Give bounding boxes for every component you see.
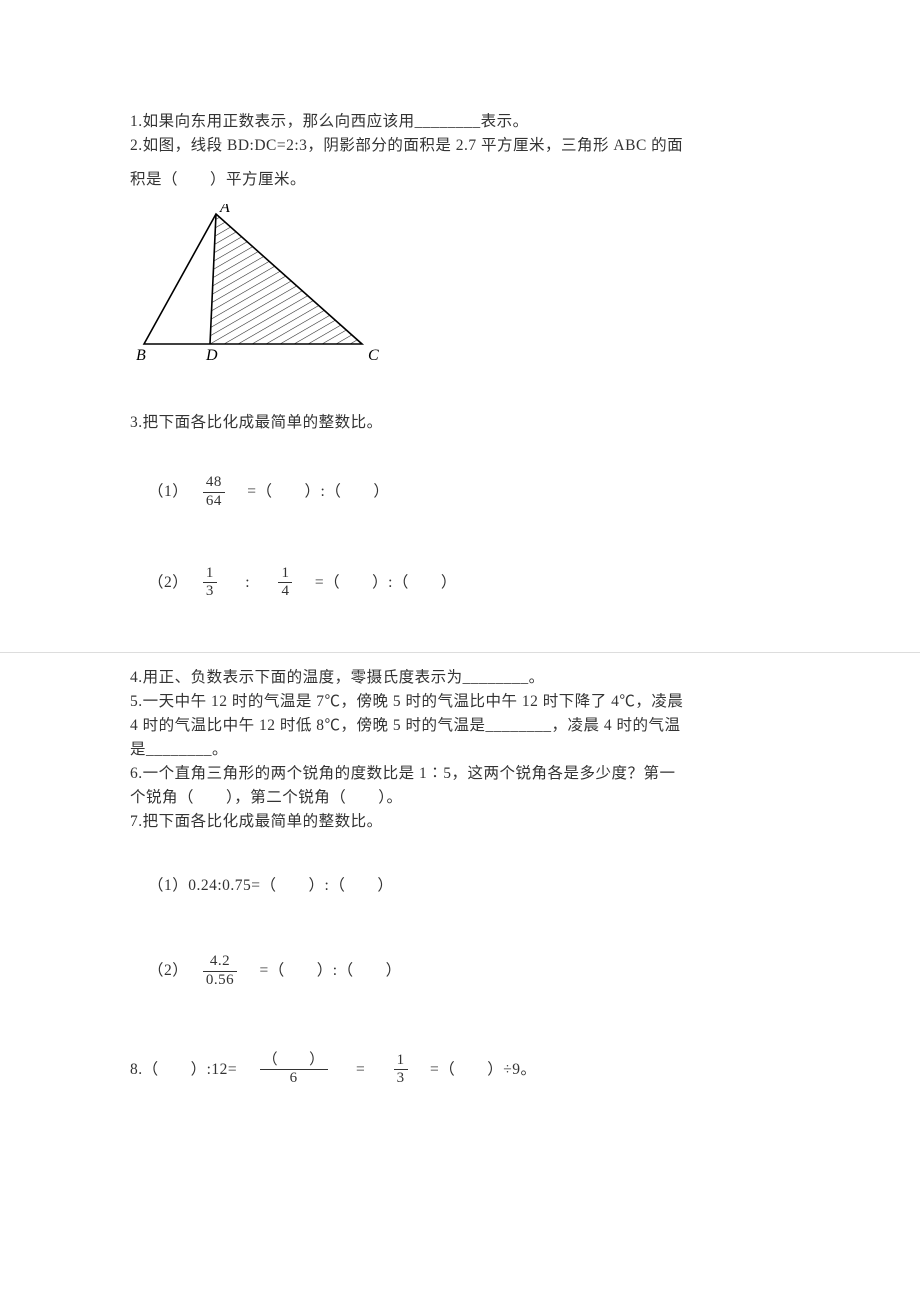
q8-prefix: 8.（ ）:12= bbox=[130, 1061, 253, 1078]
svg-text:D: D bbox=[205, 347, 218, 364]
question-6-line-b: 个锐角（ ），第二个锐角（ ）。 bbox=[130, 786, 790, 810]
fraction-num: 1 bbox=[203, 566, 217, 584]
fraction-den: 64 bbox=[203, 493, 225, 510]
question-2-line-a: 2.如图，线段 BD:DC=2:3，阴影部分的面积是 2.7 平方厘米，三角形 … bbox=[130, 134, 790, 158]
fraction-48-64: 48 64 bbox=[201, 475, 227, 510]
q3p1-suffix: =（ ）:（ ） bbox=[231, 483, 389, 500]
question-6-line-a: 6.一个直角三角形的两个锐角的度数比是 1∶5，这两个锐角各是多少度？第一 bbox=[130, 762, 790, 786]
fraction-4p2-0p56: 4.2 0.56 bbox=[201, 954, 239, 989]
question-3-part-2: （2） 1 3 : 1 4 =（ ）:（ ） bbox=[130, 566, 790, 601]
fraction-1-3: 1 3 bbox=[201, 566, 219, 601]
question-2-line-b: 积是（ ）平方厘米。 bbox=[130, 168, 790, 192]
fraction-den: 3 bbox=[394, 1070, 408, 1087]
fraction-den: 3 bbox=[203, 583, 217, 600]
fraction-den: 6 bbox=[260, 1070, 328, 1087]
question-5-line-b: 4 时的气温比中午 12 时低 8℃，傍晚 5 时的气温是________，凌晨… bbox=[130, 714, 790, 738]
fraction-num: 4.2 bbox=[203, 954, 237, 972]
triangle-diagram: A B C D bbox=[130, 204, 790, 379]
q3p2-suffix: =（ ）:（ ） bbox=[299, 573, 457, 590]
fraction-num: 1 bbox=[394, 1053, 408, 1071]
colon: : bbox=[223, 571, 272, 595]
page-content: 1.如果向东用正数表示，那么向西应该用________表示。 2.如图，线段 B… bbox=[0, 0, 920, 1147]
svg-text:A: A bbox=[219, 204, 230, 216]
question-5-line-a: 5.一天中午 12 时的气温是 7℃，傍晚 5 时的气温比中午 12 时下降了 … bbox=[130, 690, 790, 714]
svg-text:B: B bbox=[136, 347, 146, 364]
fraction-num: （ ） bbox=[260, 1053, 328, 1071]
q3p1-prefix: （1） bbox=[148, 483, 197, 500]
page-separator bbox=[0, 652, 920, 654]
question-3-part-1: （1） 48 64 =（ ）:（ ） bbox=[130, 475, 790, 510]
question-3: 3.把下面各比化成最简单的整数比。 bbox=[130, 411, 790, 435]
fraction-den: 4 bbox=[278, 583, 292, 600]
question-7-part-2: （2） 4.2 0.56 =（ ）:（ ） bbox=[130, 954, 790, 989]
fraction-den: 0.56 bbox=[203, 972, 237, 989]
equals: = bbox=[334, 1058, 387, 1082]
svg-text:C: C bbox=[368, 347, 379, 364]
question-8: 8.（ ）:12= （ ） 6 = 1 3 =（ ）÷9。 bbox=[130, 1053, 790, 1088]
q7p2-suffix: =（ ）:（ ） bbox=[244, 962, 402, 979]
q3p2-prefix: （2） bbox=[148, 573, 197, 590]
fraction-num: 1 bbox=[278, 566, 292, 584]
fraction-blank-6: （ ） 6 bbox=[258, 1053, 330, 1088]
question-5-line-c: 是________。 bbox=[130, 738, 790, 762]
fraction-1-4: 1 4 bbox=[276, 566, 294, 601]
q7p2-prefix: （2） bbox=[148, 962, 197, 979]
fraction-num: 48 bbox=[203, 475, 225, 493]
question-7-part-1: （1）0.24:0.75=（ ）:（ ） bbox=[130, 874, 790, 898]
question-7: 7.把下面各比化成最简单的整数比。 bbox=[130, 810, 790, 834]
question-4: 4.用正、负数表示下面的温度，零摄氏度表示为________。 bbox=[130, 666, 790, 690]
question-1: 1.如果向东用正数表示，那么向西应该用________表示。 bbox=[130, 110, 790, 134]
fraction-1-3b: 1 3 bbox=[392, 1053, 410, 1088]
q8-suffix: =（ ）÷9。 bbox=[414, 1061, 537, 1078]
